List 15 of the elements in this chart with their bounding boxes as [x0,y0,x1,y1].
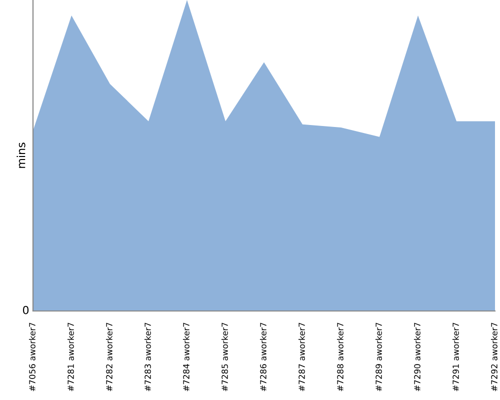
y-axis-title: mins [16,142,26,168]
x-tick-label: #7288 aworker7 [336,322,344,392]
x-tick-label: #7291 aworker7 [452,322,459,392]
x-tick-label: #7282 aworker7 [106,322,112,392]
text: 0 [22,306,29,314]
x-tick-label: #7292 aworker7 [490,322,498,392]
x-tick-label: #7290 aworker7 [414,322,420,392]
x-tick-label: #7286 aworker7 [260,322,266,392]
x-tick-label: #7284 aworker7 [182,322,190,392]
x-tick-label: #7283 aworker7 [144,322,151,392]
x-tick-label: #7287 aworker7 [298,322,305,392]
x-tick-label: #7281 aworker7 [67,322,74,392]
x-tick-label: #7285 aworker7 [221,322,228,392]
x-tick-label: #7056 aworker7 [28,322,36,392]
x-tick-label: #7289 aworker7 [375,322,382,392]
